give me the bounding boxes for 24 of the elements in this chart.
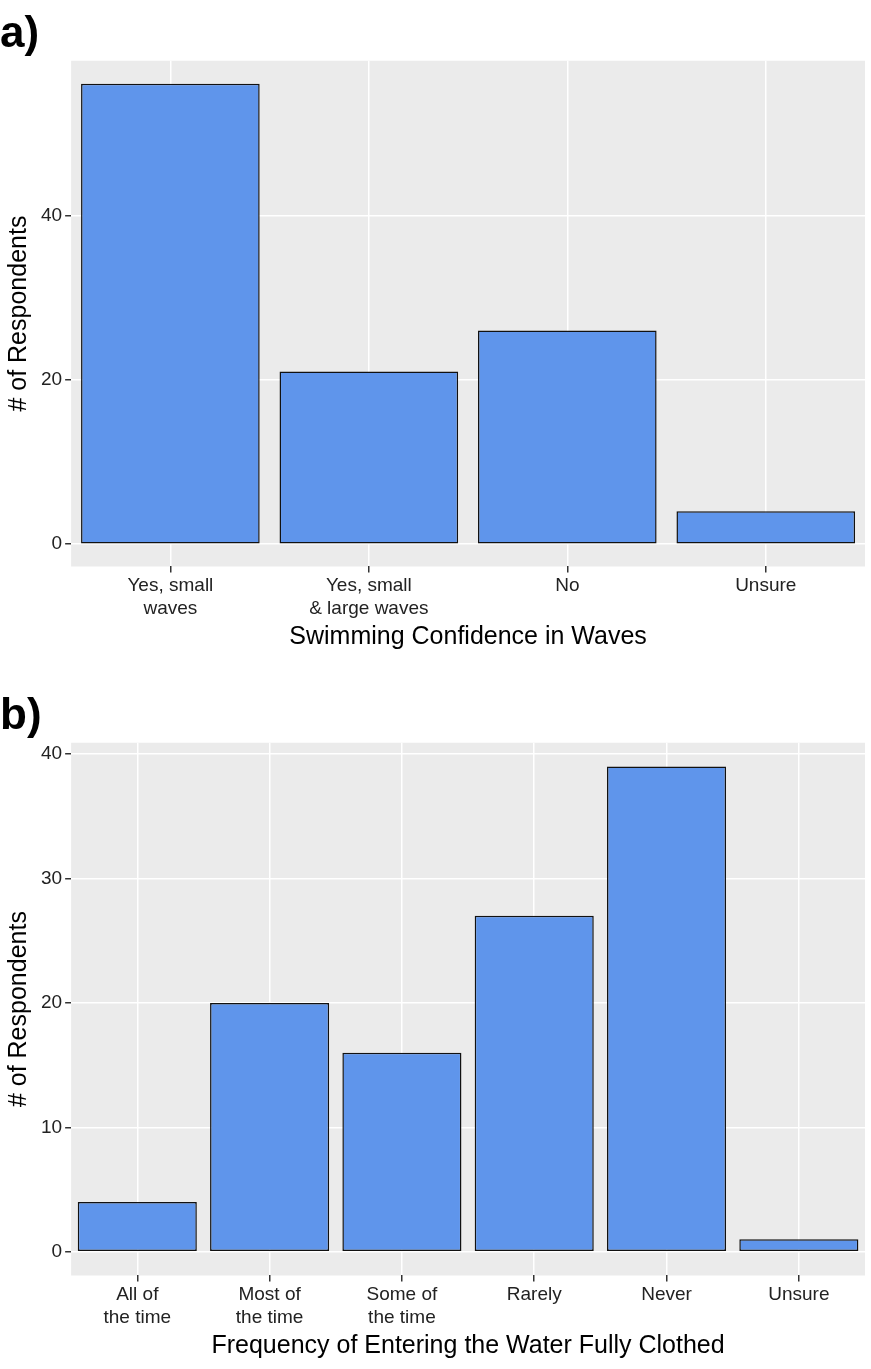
x-tick-label: All of the time	[103, 1283, 172, 1327]
y-axis-title: # of Respondents	[2, 215, 31, 412]
chart-title: b)	[0, 688, 42, 738]
y-tick-label: 0	[51, 532, 63, 554]
y-tick-label: 20	[40, 368, 63, 390]
x-tick-label: No	[555, 574, 580, 596]
x-tick-label: Unsure	[735, 574, 797, 596]
y-tick-label: 10	[40, 1115, 63, 1137]
y-axis-title: # of Respondents	[2, 911, 31, 1108]
y-tick-label: 40	[40, 203, 63, 225]
x-axis-title: Swimming Confidence in Waves	[289, 620, 647, 649]
x-axis-title: Frequency of Entering the Water Fully Clothed	[211, 1329, 725, 1358]
x-tick-label: Some of the time	[366, 1283, 439, 1327]
y-tick-label: 30	[40, 866, 63, 888]
x-tick-label: Unsure	[768, 1283, 830, 1305]
x-tick-label: Yes, small & large waves	[309, 574, 429, 618]
x-tick-label: Never	[641, 1283, 693, 1305]
chart-title: a)	[0, 6, 40, 56]
x-tick-label: Yes, small waves	[127, 574, 214, 618]
y-tick-label: 20	[40, 991, 63, 1013]
x-tick-label: Most of the time	[235, 1283, 304, 1327]
x-tick-label: Rarely	[506, 1283, 563, 1305]
y-tick-label: 40	[40, 742, 63, 764]
y-tick-label: 0	[51, 1239, 63, 1261]
